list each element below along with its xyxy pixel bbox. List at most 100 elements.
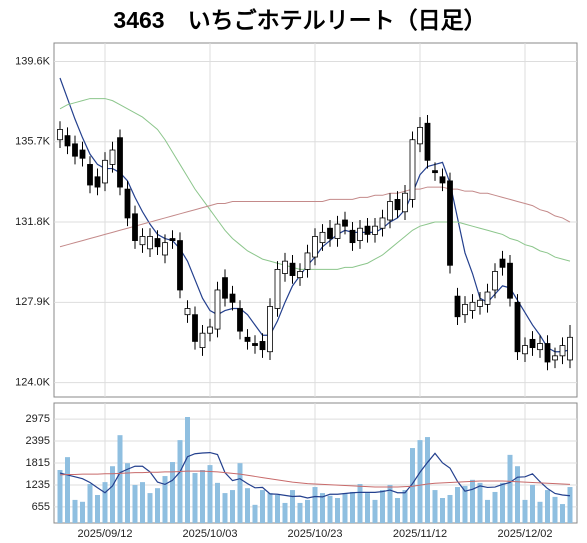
y-tick-label: 655 bbox=[32, 501, 50, 513]
y-tick-label: 139.6K bbox=[15, 55, 51, 67]
y-tick-label: 135.7K bbox=[15, 136, 51, 148]
candle-body bbox=[192, 314, 198, 342]
volume-bar bbox=[425, 437, 430, 523]
volume-bar bbox=[485, 499, 490, 523]
volume-bar bbox=[312, 487, 318, 523]
volume-bar bbox=[365, 493, 370, 523]
volume-bar bbox=[162, 476, 168, 523]
candle-body bbox=[319, 231, 326, 244]
volume-bar bbox=[380, 490, 385, 523]
volume-bar bbox=[177, 440, 183, 523]
y-tick-label: 2395 bbox=[26, 435, 50, 447]
moving-average-line bbox=[59, 451, 571, 499]
volume-bar bbox=[275, 494, 280, 523]
volume-bar bbox=[65, 457, 70, 523]
volume-bar bbox=[387, 484, 393, 523]
volume-bar bbox=[155, 488, 160, 523]
candle-body bbox=[312, 236, 318, 258]
y-tick-label: 1235 bbox=[26, 479, 50, 491]
volume-bar bbox=[230, 490, 235, 523]
volume-bar bbox=[87, 484, 93, 523]
candle-body bbox=[529, 338, 536, 349]
volume-bar bbox=[297, 502, 303, 523]
candle-body bbox=[342, 219, 348, 227]
volume-bar bbox=[185, 417, 190, 523]
candle-body bbox=[57, 129, 63, 141]
y-tick-label: 131.8K bbox=[15, 216, 51, 228]
candle-body bbox=[109, 149, 116, 165]
candle-body bbox=[304, 252, 311, 270]
volume-bar bbox=[470, 479, 475, 523]
candle-body bbox=[469, 301, 476, 311]
volume-bar bbox=[560, 504, 565, 523]
candle-body bbox=[327, 227, 333, 239]
candle-body bbox=[117, 137, 123, 188]
volume-bar bbox=[432, 490, 438, 523]
candle-body bbox=[154, 238, 161, 248]
volume-bar bbox=[222, 493, 228, 523]
candle-body bbox=[447, 180, 453, 266]
volume-bar bbox=[327, 495, 333, 523]
volume-bar bbox=[72, 499, 78, 523]
candle-body bbox=[544, 343, 551, 363]
volume-bar bbox=[237, 463, 243, 523]
x-tick-label: 2025/10/03 bbox=[182, 528, 237, 540]
volume-bar bbox=[515, 466, 520, 523]
candle-body bbox=[424, 122, 431, 161]
candle-body bbox=[229, 293, 236, 303]
y-tick-label: 124.0K bbox=[15, 376, 51, 388]
candle-body bbox=[79, 149, 86, 159]
candle-body bbox=[409, 139, 416, 200]
moving-average-line bbox=[59, 186, 571, 248]
candle-body bbox=[297, 271, 303, 279]
volume-bar bbox=[80, 501, 85, 523]
candle-body bbox=[439, 176, 446, 184]
moving-average-line bbox=[59, 98, 571, 270]
candle-body bbox=[237, 308, 243, 332]
volume-bar bbox=[462, 485, 468, 523]
y-tick-label: 2975 bbox=[26, 413, 50, 425]
moving-average-line bbox=[59, 470, 571, 488]
volume-bar bbox=[530, 484, 535, 523]
volume-bar bbox=[567, 487, 573, 523]
candle-body bbox=[567, 336, 573, 361]
candle-body bbox=[289, 262, 296, 276]
candle-body bbox=[499, 258, 506, 268]
candle-body bbox=[507, 262, 513, 299]
candle-body bbox=[552, 355, 558, 361]
volume-bar bbox=[350, 491, 355, 523]
candle-body bbox=[87, 164, 93, 186]
volume-bar bbox=[552, 496, 558, 523]
candle-body bbox=[462, 303, 468, 316]
candle-body bbox=[364, 225, 371, 235]
y-tick-label: 127.9K bbox=[15, 296, 51, 308]
x-tick-label: 2025/10/23 bbox=[287, 528, 342, 540]
x-tick-label: 2025/11/12 bbox=[393, 528, 447, 540]
candle-body bbox=[394, 199, 401, 211]
volume-bar bbox=[357, 484, 363, 523]
candle-body bbox=[349, 229, 356, 244]
volume-bar bbox=[57, 470, 63, 523]
candle-body bbox=[454, 295, 461, 318]
candle-body bbox=[124, 188, 131, 219]
volume-bar bbox=[140, 482, 145, 523]
candle-body bbox=[372, 225, 378, 235]
candle-body bbox=[132, 213, 138, 241]
candle-body bbox=[259, 341, 266, 351]
volume-bar bbox=[372, 499, 378, 523]
candle-body bbox=[559, 345, 566, 357]
volume-bar bbox=[410, 448, 415, 523]
candle-body bbox=[199, 332, 206, 349]
candle-body bbox=[64, 135, 71, 147]
candle-body bbox=[432, 170, 438, 174]
volume-bar bbox=[110, 466, 115, 523]
volume-bar bbox=[215, 482, 220, 523]
candle-body bbox=[102, 159, 108, 184]
candle-body bbox=[492, 271, 498, 291]
volume-bar bbox=[95, 494, 100, 523]
y-tick-label: 1815 bbox=[26, 457, 50, 469]
x-tick-label: 2025/12/02 bbox=[497, 528, 552, 540]
volume-bar bbox=[492, 491, 498, 523]
candle-body bbox=[244, 336, 251, 342]
